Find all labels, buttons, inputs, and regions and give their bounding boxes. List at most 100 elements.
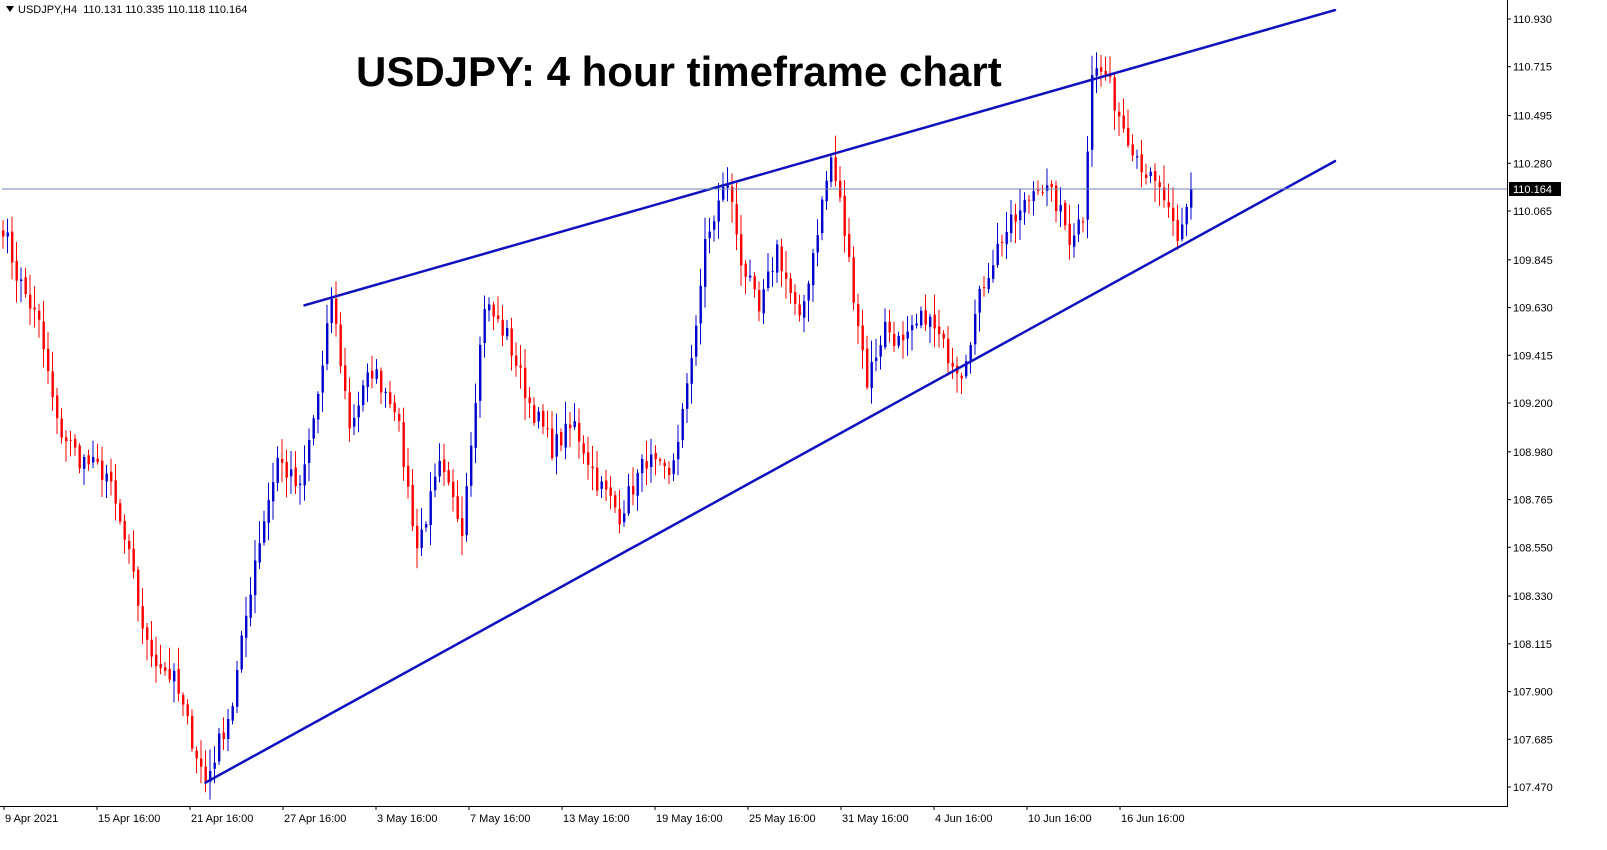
candle-body [960, 375, 963, 379]
candle-body [447, 470, 450, 483]
candle-body [123, 520, 126, 540]
candle-body [821, 199, 824, 234]
candle-body [533, 405, 536, 423]
candle-body [564, 423, 567, 448]
candle-body [906, 331, 909, 339]
candle-body [780, 246, 783, 272]
candle-body [875, 357, 878, 361]
candle-body [672, 460, 675, 475]
candle-body [344, 365, 347, 391]
candle-body [771, 270, 774, 272]
candle-body [510, 328, 513, 356]
ohlc-values: 110.131 110.335 110.118 110.164 [83, 4, 248, 16]
candle-body [915, 323, 918, 326]
candle-body [1046, 185, 1049, 191]
candle-body [114, 480, 117, 504]
candle-body [312, 418, 315, 439]
candle-body [1064, 202, 1067, 226]
candle-body [965, 361, 968, 377]
candle-body [762, 289, 765, 314]
candle-body [150, 639, 153, 657]
candle-body [933, 314, 936, 329]
candle-body [357, 405, 360, 418]
candle-body [551, 428, 554, 458]
candle-body [236, 670, 239, 707]
candle-body [542, 410, 545, 427]
candle-body [897, 335, 900, 346]
candle-body [366, 372, 369, 387]
candle-body [128, 540, 131, 550]
y-tick-label: 110.930 [1513, 14, 1552, 26]
candle-body [983, 287, 986, 289]
current-price-label-bg [1509, 182, 1561, 196]
candle-body [29, 294, 32, 309]
candle-body [1095, 68, 1098, 76]
x-tick-label: 4 Jun 16:00 [935, 813, 993, 825]
x-tick-label: 27 Apr 16:00 [284, 813, 346, 825]
candle-body [641, 459, 644, 474]
y-tick-label: 110.065 [1513, 206, 1552, 218]
candle-body [245, 615, 248, 638]
y-tick-label: 109.845 [1513, 255, 1553, 267]
candle-body [267, 500, 270, 523]
candle-body [1185, 207, 1188, 225]
candle-body [830, 157, 833, 182]
candle-body [699, 285, 702, 324]
candle-body [411, 485, 414, 527]
candle-body [749, 275, 752, 278]
candle-body [1005, 231, 1008, 245]
candle-body [488, 304, 491, 311]
candle-body [753, 276, 756, 290]
candle-body [546, 428, 549, 430]
candle-body [834, 157, 837, 181]
candle-body [177, 669, 180, 694]
candle-body [240, 635, 243, 670]
candle-body [155, 654, 158, 666]
candle-body [1104, 70, 1107, 75]
x-tick-label: 25 May 16:00 [749, 813, 816, 825]
candle-body [1167, 202, 1170, 208]
candle-body [308, 440, 311, 463]
candle-body [1037, 189, 1040, 191]
candle-body [51, 371, 54, 398]
candle-body [596, 467, 599, 491]
candle-body [321, 365, 324, 393]
candle-body [1172, 207, 1175, 222]
candle-body [209, 771, 212, 782]
candle-body [222, 732, 225, 740]
candle-body [686, 383, 689, 409]
candle-body [524, 367, 527, 399]
collapse-triangle-icon[interactable] [6, 6, 14, 12]
candle-body [1086, 151, 1089, 220]
candle-body [204, 766, 207, 783]
y-tick-label: 108.765 [1513, 495, 1553, 507]
candle-body [164, 667, 167, 671]
candle-body [492, 304, 495, 317]
x-tick-label: 7 May 16:00 [470, 813, 531, 825]
candle-body [11, 231, 14, 263]
candle-body [191, 715, 194, 749]
candle-body [690, 358, 693, 384]
candle-body [974, 314, 977, 345]
candle-body [362, 385, 365, 406]
x-tick-label: 3 May 16:00 [377, 813, 438, 825]
candle-body [1145, 174, 1148, 178]
candle-body [569, 424, 572, 429]
candle-body [317, 394, 320, 420]
candle-body [326, 323, 329, 364]
symbol-label: USDJPY,H4 [18, 4, 78, 16]
symbol-header: USDJPY,H4 110.131 110.335 110.118 110.16… [6, 4, 247, 16]
candle-body [416, 525, 419, 549]
candle-body [1127, 127, 1130, 146]
candle-body [348, 392, 351, 429]
candle-body [60, 418, 63, 438]
candle-body [335, 298, 338, 324]
candle-body [987, 278, 990, 290]
current-price-label-text: 110.164 [1513, 184, 1552, 196]
chart-title: USDJPY: 4 hour timeframe chart [356, 48, 1002, 95]
candle-body [681, 409, 684, 441]
candle-body [1059, 204, 1062, 212]
candle-body [794, 292, 797, 304]
candle-body [848, 233, 851, 257]
